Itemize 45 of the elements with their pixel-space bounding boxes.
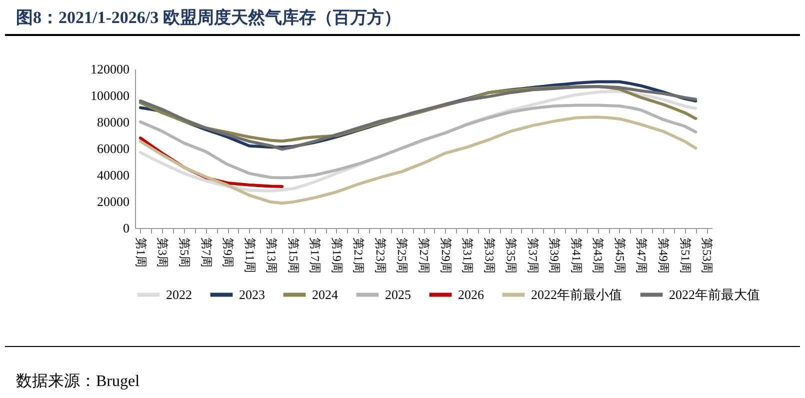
x-tick-label: 第3周: [156, 238, 170, 268]
y-tick-label: 0: [123, 220, 130, 236]
x-tick-label: 第33周: [482, 238, 496, 274]
x-tick-label: 第43周: [591, 238, 606, 274]
x-tick-label: 第29周: [438, 238, 453, 274]
legend-label: 2023: [239, 286, 265, 302]
x-tick-label: 第39周: [548, 238, 562, 274]
legend-label: 2022年前最大值: [669, 286, 760, 302]
x-tick-label: 第21周: [352, 238, 366, 274]
y-tick-label: 20000: [97, 194, 130, 209]
x-tick-label: 第47周: [634, 238, 649, 274]
x-tick-label: 第23周: [373, 238, 388, 274]
x-tick-label: 第17周: [308, 238, 322, 274]
x-tick-label: 第41周: [569, 238, 584, 274]
x-tick-label: 第9周: [221, 238, 236, 268]
x-tick-label: 第35周: [504, 238, 518, 274]
x-tick-label: 第1周: [134, 238, 148, 268]
x-tick-label: 第7周: [199, 238, 214, 268]
x-tick-label: 第13周: [264, 238, 279, 274]
x-tick-label: 第5周: [177, 238, 192, 268]
x-tick-label: 第37周: [526, 238, 540, 274]
x-tick-label: 第49周: [656, 238, 671, 274]
x-tick-label: 第31周: [460, 238, 475, 274]
y-tick-label: 60000: [97, 141, 130, 156]
x-tick-label: 第11周: [242, 238, 257, 274]
legend-label: 2024: [312, 286, 338, 302]
line-series: [138, 104, 698, 180]
legend-label: 2022: [166, 286, 192, 302]
y-tick-label: 80000: [97, 114, 130, 130]
y-tick-label: 100000: [90, 88, 130, 103]
line-series: [138, 116, 698, 205]
x-tick-label: 第19周: [330, 238, 344, 274]
x-tick-label: 第15周: [286, 238, 300, 274]
x-tick-label: 第53周: [700, 238, 714, 274]
legend-label: 2022年前最小值: [531, 286, 622, 302]
legend-label: 2026: [458, 286, 484, 302]
chart-title: 图8：2021/1-2026/3 欧盟周度天然气库存（百万方）: [16, 7, 401, 29]
legend-label: 2025: [385, 286, 411, 302]
y-tick-label: 120000: [90, 62, 130, 76]
x-tick-label: 第51周: [678, 238, 692, 274]
y-tick-label: 40000: [97, 168, 130, 182]
x-tick-label: 第27周: [417, 238, 431, 274]
x-tick-label: 第45周: [612, 238, 627, 274]
x-tick-label: 第25周: [395, 238, 410, 274]
source-note: 数据来源：Brugel: [16, 372, 140, 392]
